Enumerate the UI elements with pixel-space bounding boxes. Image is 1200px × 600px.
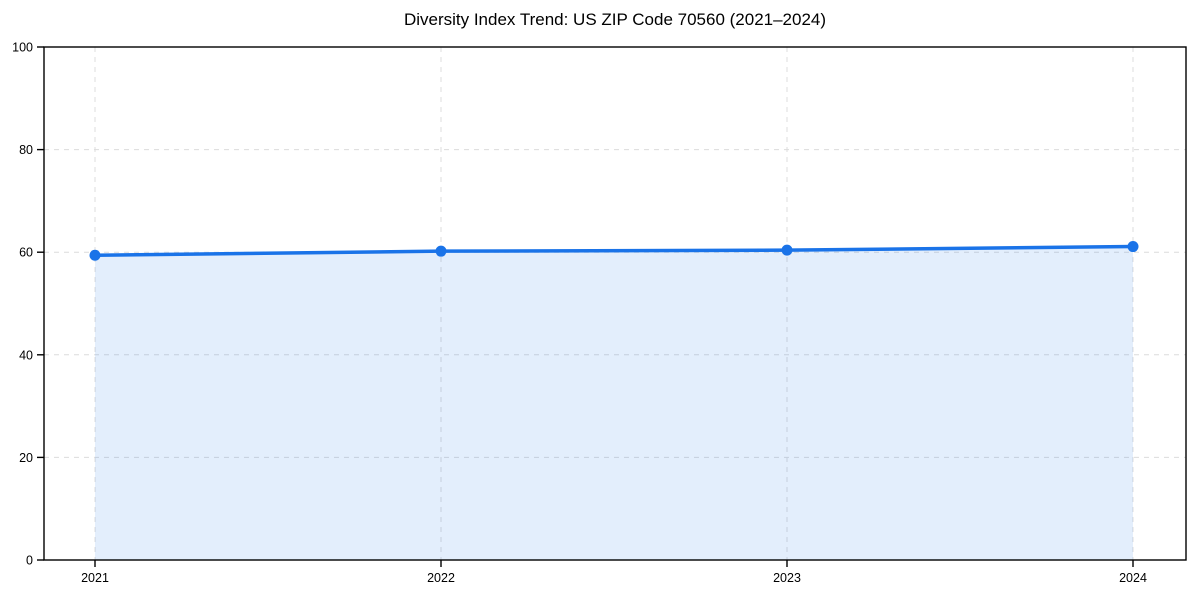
x-tick-label: 2023 bbox=[773, 571, 801, 585]
data-point-markers bbox=[89, 241, 1139, 261]
data-point-marker bbox=[435, 245, 447, 257]
y-tick-label: 20 bbox=[19, 451, 33, 465]
y-tick-label: 60 bbox=[19, 246, 33, 260]
y-tick-label: 0 bbox=[26, 554, 33, 568]
x-tick-label: 2022 bbox=[427, 571, 455, 585]
y-tick-label: 40 bbox=[19, 348, 33, 362]
axes-spines bbox=[43, 46, 1187, 561]
chart-title: Diversity Index Trend: US ZIP Code 70560… bbox=[404, 10, 826, 29]
x-tick-label: 2021 bbox=[81, 571, 109, 585]
x-tick-label: 2024 bbox=[1119, 571, 1147, 585]
data-point-marker bbox=[781, 244, 793, 256]
y-tick-label: 100 bbox=[12, 41, 33, 55]
axis-ticks bbox=[37, 46, 1134, 567]
data-series-line bbox=[93, 244, 1135, 258]
plot-border bbox=[43, 46, 1187, 561]
area-under-line bbox=[95, 246, 1133, 560]
diversity-index-line bbox=[93, 244, 1135, 258]
data-point-marker bbox=[89, 249, 101, 261]
axis-tick-labels: 0 20 40 60 80 100 2021 2022 2023 2024 bbox=[12, 41, 1147, 586]
y-tick-label: 80 bbox=[19, 143, 33, 157]
data-point-marker bbox=[1127, 241, 1139, 253]
area-fill bbox=[95, 246, 1133, 560]
